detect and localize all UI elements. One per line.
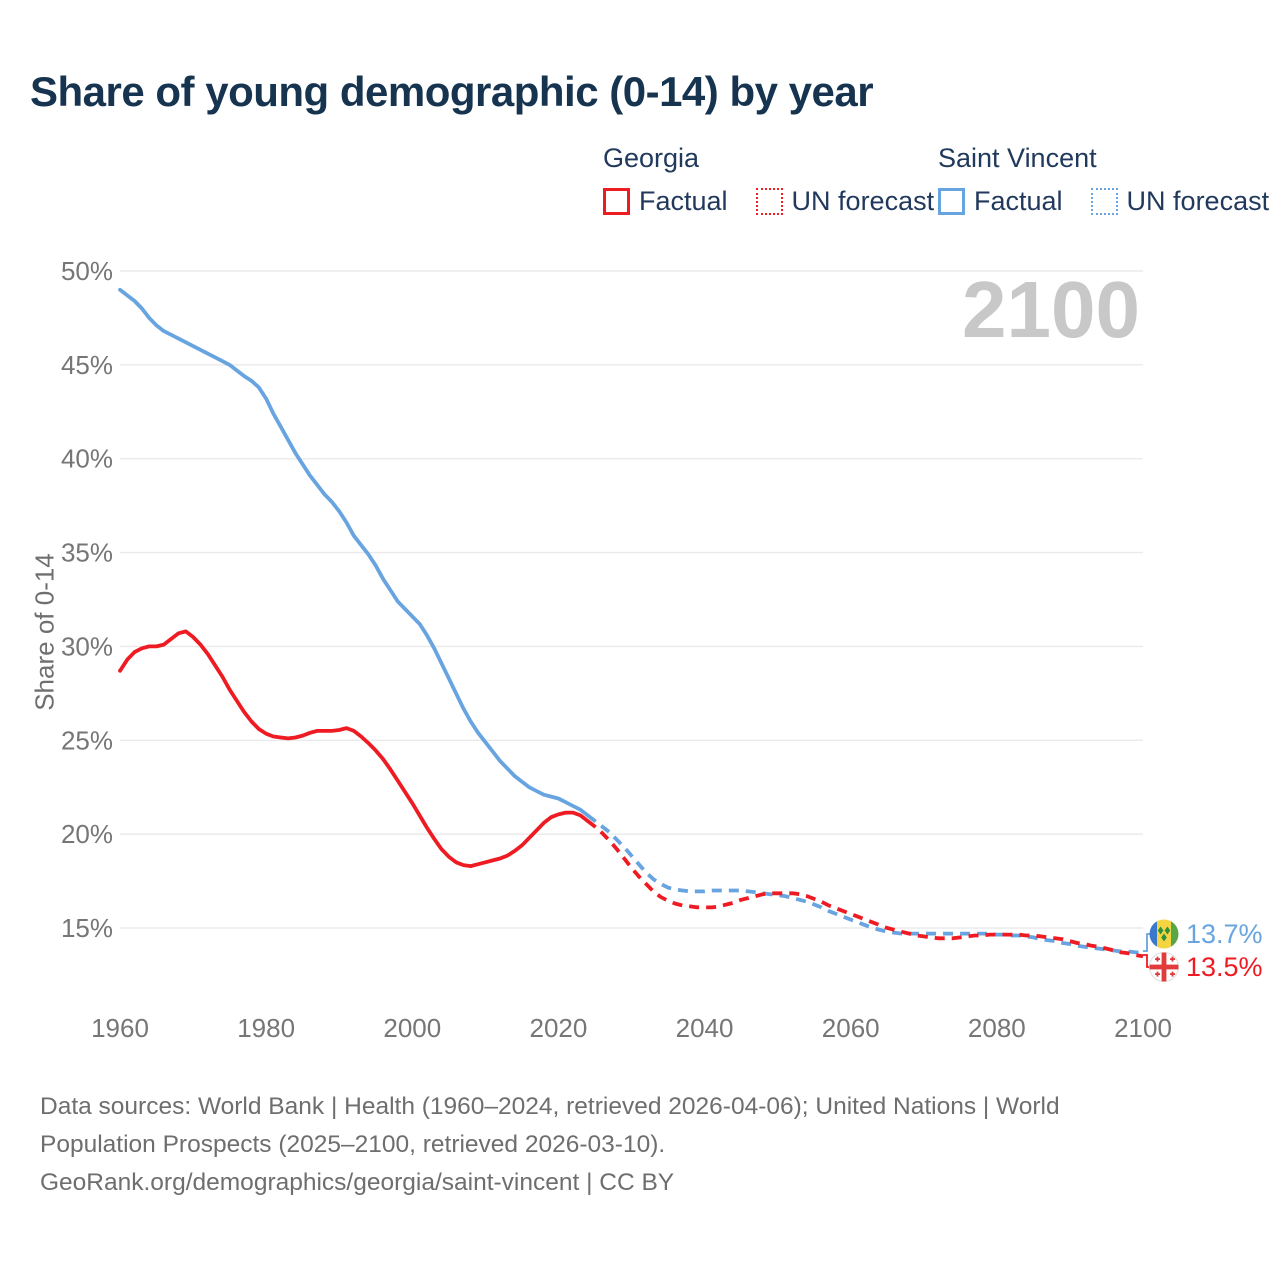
data-series-lines <box>118 287 1144 959</box>
y-tick-label: 30% <box>61 631 113 661</box>
watermark-year: 2100 <box>962 265 1140 354</box>
y-tick-label: 45% <box>61 350 113 380</box>
saint-vincent-forecast-swatch-icon <box>1090 188 1118 215</box>
georgia-un-forecast-line <box>586 819 1144 959</box>
georgia-flag-icon <box>1149 952 1179 982</box>
legend-georgia-forecast-label: UN forecast <box>791 186 935 216</box>
x-tick-label: 2040 <box>676 1013 734 1043</box>
x-tick-label: 2000 <box>383 1013 441 1043</box>
saint-vincent-factual-swatch-icon <box>938 188 965 215</box>
saint-vincent-flag-icon <box>1149 919 1179 949</box>
saint-vincent-factual-line <box>118 287 590 818</box>
saint-vincent-connector-line <box>1143 933 1150 952</box>
x-tick-label: 2020 <box>530 1013 588 1043</box>
saint-vincent-end-value: 13.7% <box>1186 919 1263 949</box>
georgia-forecast-swatch-icon <box>755 188 783 215</box>
legend-group-saint-vincent: Saint Vincent Factual UN forecast <box>938 143 1269 217</box>
georgia-factual-line <box>118 629 590 868</box>
legend-saint-vincent-factual-label: Factual <box>974 186 1063 216</box>
x-tick-label: 2060 <box>822 1013 880 1043</box>
legend-georgia-title: Georgia <box>603 143 700 173</box>
page-title: Share of young demographic (0-14) by yea… <box>30 68 874 115</box>
y-axis-tick-labels: 50% 45% 40% 35% 30% 25% 20% 15% <box>61 256 113 943</box>
georgia-factual-swatch-icon <box>603 188 630 215</box>
x-tick-label: 2080 <box>968 1013 1026 1043</box>
georgia-connector-line <box>1143 954 1150 968</box>
y-tick-label: 20% <box>61 819 113 849</box>
legend-georgia-factual-label: Factual <box>639 186 728 216</box>
end-label-connectors <box>1143 933 1150 968</box>
y-tick-label: 25% <box>61 725 113 755</box>
saint-vincent-un-forecast-line <box>586 813 1143 955</box>
legend-saint-vincent-factual[interactable]: Factual <box>938 186 1063 217</box>
x-tick-label: 1960 <box>91 1013 149 1043</box>
legend-saint-vincent-forecast-label: UN forecast <box>1126 186 1270 216</box>
x-tick-label: 1980 <box>237 1013 295 1043</box>
y-tick-label: 40% <box>61 444 113 474</box>
attribution-text: GeoRank.org/demographics/georgia/saint-v… <box>40 1169 675 1196</box>
x-axis-tick-labels: 1960 1980 2000 2020 2040 2060 2080 2100 <box>91 1013 1172 1043</box>
x-tick-label: 2100 <box>1114 1013 1172 1043</box>
y-tick-label: 15% <box>61 913 113 943</box>
legend-georgia-forecast[interactable]: UN forecast <box>755 186 935 217</box>
georgia-end-value: 13.5% <box>1186 952 1263 982</box>
footer: Data sources: World Bank | Health (1960–… <box>40 1088 1180 1202</box>
y-tick-label: 50% <box>61 256 113 286</box>
legend-georgia-factual[interactable]: Factual <box>603 186 728 217</box>
legend-saint-vincent-forecast[interactable]: UN forecast <box>1090 186 1270 217</box>
legend-group-georgia: Georgia Factual UN forecast <box>603 143 934 217</box>
y-tick-label: 35% <box>61 538 113 568</box>
gridlines <box>120 270 1143 929</box>
legend-saint-vincent-title: Saint Vincent <box>938 143 1097 173</box>
data-sources-text: Data sources: World Bank | Health (1960–… <box>40 1093 1060 1158</box>
